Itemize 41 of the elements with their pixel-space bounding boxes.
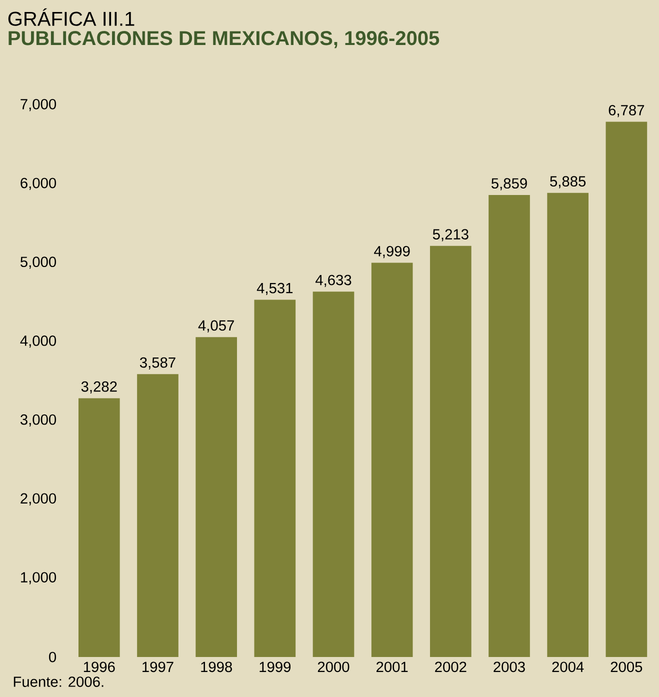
x-tick-label: 1996 [84,662,115,672]
bar [78,398,120,657]
bar [547,192,589,657]
data-label: 4,999 [374,246,410,258]
chart-title: GRÁFICA III.1 [8,8,134,26]
data-label: 6,787 [608,104,644,118]
bar [488,194,530,657]
bar [430,246,472,657]
y-tick-label: 0 [49,652,56,662]
x-tick-label: 2004 [552,662,584,672]
y-tick-label: 7,000 [20,98,56,112]
x-tick-label: 1998 [201,662,232,672]
chart-subtitle: PUBLICACIONES DE MEXICANOS, 1996-2005 [8,31,440,48]
x-tick-label: 1997 [142,662,174,672]
bar [196,337,237,657]
y-tick-label: 3,000 [20,414,56,426]
y-tick-label: 2,000 [20,493,56,506]
data-label: 4,633 [315,274,352,287]
x-tick-label: 2001 [376,662,408,672]
bar [254,300,296,657]
data-label: 5,885 [550,176,586,188]
data-label: 5,859 [492,178,527,190]
source-note: Fuente: 2006. [14,676,104,687]
bar [137,374,178,657]
y-tick-label: 4,000 [20,336,56,348]
x-tick-label: 1999 [260,662,291,672]
x-tick-label: 2005 [610,662,642,672]
x-tick-label: 2002 [435,662,466,672]
data-label: 3,282 [81,381,117,394]
data-label: 5,213 [432,229,468,242]
x-tick-label: 2003 [494,662,525,672]
bar [312,292,354,657]
data-label: 3,587 [140,357,176,370]
data-label: 4,057 [198,320,234,332]
bar [371,262,413,657]
y-tick-label: 6,000 [20,178,56,190]
data-label: 4,531 [256,282,293,295]
y-tick-label: 5,000 [20,256,56,269]
y-tick-label: 1,000 [21,572,56,584]
x-tick-label: 2000 [318,662,350,672]
bar [606,122,648,657]
